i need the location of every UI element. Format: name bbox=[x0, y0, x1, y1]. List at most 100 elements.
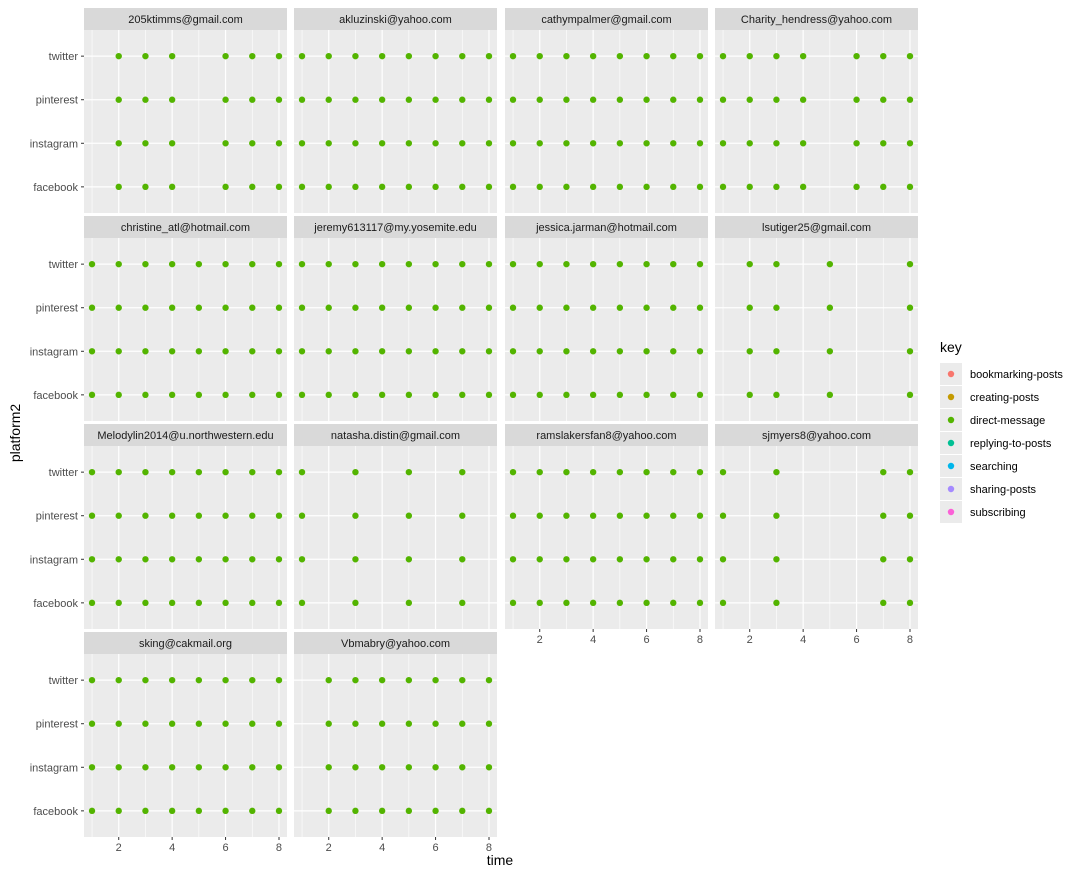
data-point bbox=[195, 304, 203, 311]
data-point bbox=[536, 599, 543, 607]
x-tick-label: 2 bbox=[537, 634, 543, 646]
data-point bbox=[670, 348, 677, 355]
y-tick-label: facebook bbox=[33, 598, 78, 610]
data-point bbox=[536, 304, 543, 311]
data-point bbox=[773, 599, 780, 607]
x-tick-label: 8 bbox=[697, 634, 703, 646]
data-point bbox=[719, 556, 727, 563]
data-point bbox=[195, 676, 203, 684]
legend-key-point bbox=[947, 462, 955, 470]
data-point bbox=[509, 96, 517, 103]
data-point bbox=[249, 807, 256, 815]
data-point bbox=[222, 599, 229, 607]
data-point bbox=[773, 140, 780, 147]
data-point bbox=[880, 140, 887, 147]
data-point bbox=[352, 260, 359, 268]
data-point bbox=[616, 52, 624, 60]
data-point bbox=[485, 260, 493, 268]
y-tick-label: facebook bbox=[33, 390, 78, 402]
x-tick-label: 4 bbox=[379, 842, 385, 854]
data-point bbox=[880, 556, 887, 563]
data-point bbox=[773, 512, 780, 519]
data-point bbox=[168, 720, 176, 727]
data-point bbox=[906, 183, 914, 191]
panel-background bbox=[505, 238, 708, 421]
data-point bbox=[142, 391, 149, 399]
data-point bbox=[432, 183, 439, 191]
data-point bbox=[195, 599, 203, 607]
data-point bbox=[298, 140, 306, 147]
facet-strip bbox=[715, 8, 918, 30]
data-point bbox=[405, 391, 413, 399]
data-point bbox=[906, 96, 914, 103]
data-point bbox=[298, 304, 306, 311]
data-point bbox=[670, 304, 677, 311]
data-point bbox=[142, 512, 149, 519]
data-point bbox=[249, 468, 256, 476]
data-point bbox=[222, 720, 229, 727]
data-point bbox=[115, 304, 122, 311]
data-point bbox=[432, 96, 439, 103]
y-tick-label: facebook bbox=[33, 182, 78, 194]
data-point bbox=[643, 599, 650, 607]
y-tick-label: pinterest bbox=[36, 303, 78, 315]
data-point bbox=[195, 348, 203, 355]
x-tick-label: 8 bbox=[276, 842, 282, 854]
data-point bbox=[853, 52, 860, 60]
data-point bbox=[88, 468, 96, 476]
data-point bbox=[563, 52, 570, 60]
data-point bbox=[378, 676, 386, 684]
data-point bbox=[459, 807, 466, 815]
data-point bbox=[88, 720, 96, 727]
data-point bbox=[616, 304, 624, 311]
panel-background bbox=[505, 30, 708, 213]
data-point bbox=[670, 96, 677, 103]
data-point bbox=[536, 468, 543, 476]
data-point bbox=[168, 807, 176, 815]
data-point bbox=[773, 304, 780, 311]
facet-strip bbox=[294, 424, 497, 446]
data-point bbox=[88, 391, 96, 399]
data-point bbox=[670, 183, 677, 191]
facet-strip-label: sjmyers8@yahoo.com bbox=[762, 430, 871, 442]
data-point bbox=[509, 556, 517, 563]
legend-title: key bbox=[940, 339, 962, 355]
panel-background bbox=[84, 238, 287, 421]
x-tick-label: 6 bbox=[223, 842, 229, 854]
data-point bbox=[432, 720, 439, 727]
data-point bbox=[826, 391, 834, 399]
data-point bbox=[485, 720, 493, 727]
facet-strip-label: Melodylin2014@u.northwestern.edu bbox=[97, 430, 273, 442]
data-point bbox=[773, 468, 780, 476]
data-point bbox=[485, 391, 493, 399]
data-point bbox=[509, 348, 517, 355]
data-point bbox=[589, 183, 597, 191]
data-point bbox=[670, 391, 677, 399]
data-point bbox=[168, 764, 176, 771]
data-point bbox=[115, 599, 122, 607]
data-point bbox=[670, 556, 677, 563]
data-point bbox=[799, 140, 807, 147]
data-point bbox=[142, 183, 149, 191]
data-point bbox=[88, 556, 96, 563]
panel-background bbox=[84, 654, 287, 837]
data-point bbox=[509, 304, 517, 311]
data-point bbox=[696, 391, 704, 399]
data-point bbox=[536, 348, 543, 355]
data-point bbox=[563, 96, 570, 103]
data-point bbox=[298, 391, 306, 399]
data-point bbox=[696, 468, 704, 476]
data-point bbox=[168, 556, 176, 563]
facet-panel: lsutiger25@gmail.com bbox=[715, 216, 918, 421]
data-point bbox=[298, 599, 306, 607]
data-point bbox=[906, 468, 914, 476]
data-point bbox=[168, 348, 176, 355]
legend-key-point bbox=[947, 485, 955, 493]
facet-strip bbox=[84, 424, 287, 446]
data-point bbox=[670, 599, 677, 607]
data-point bbox=[509, 512, 517, 519]
data-point bbox=[352, 764, 359, 771]
data-point bbox=[616, 140, 624, 147]
data-point bbox=[696, 52, 704, 60]
data-point bbox=[432, 304, 439, 311]
